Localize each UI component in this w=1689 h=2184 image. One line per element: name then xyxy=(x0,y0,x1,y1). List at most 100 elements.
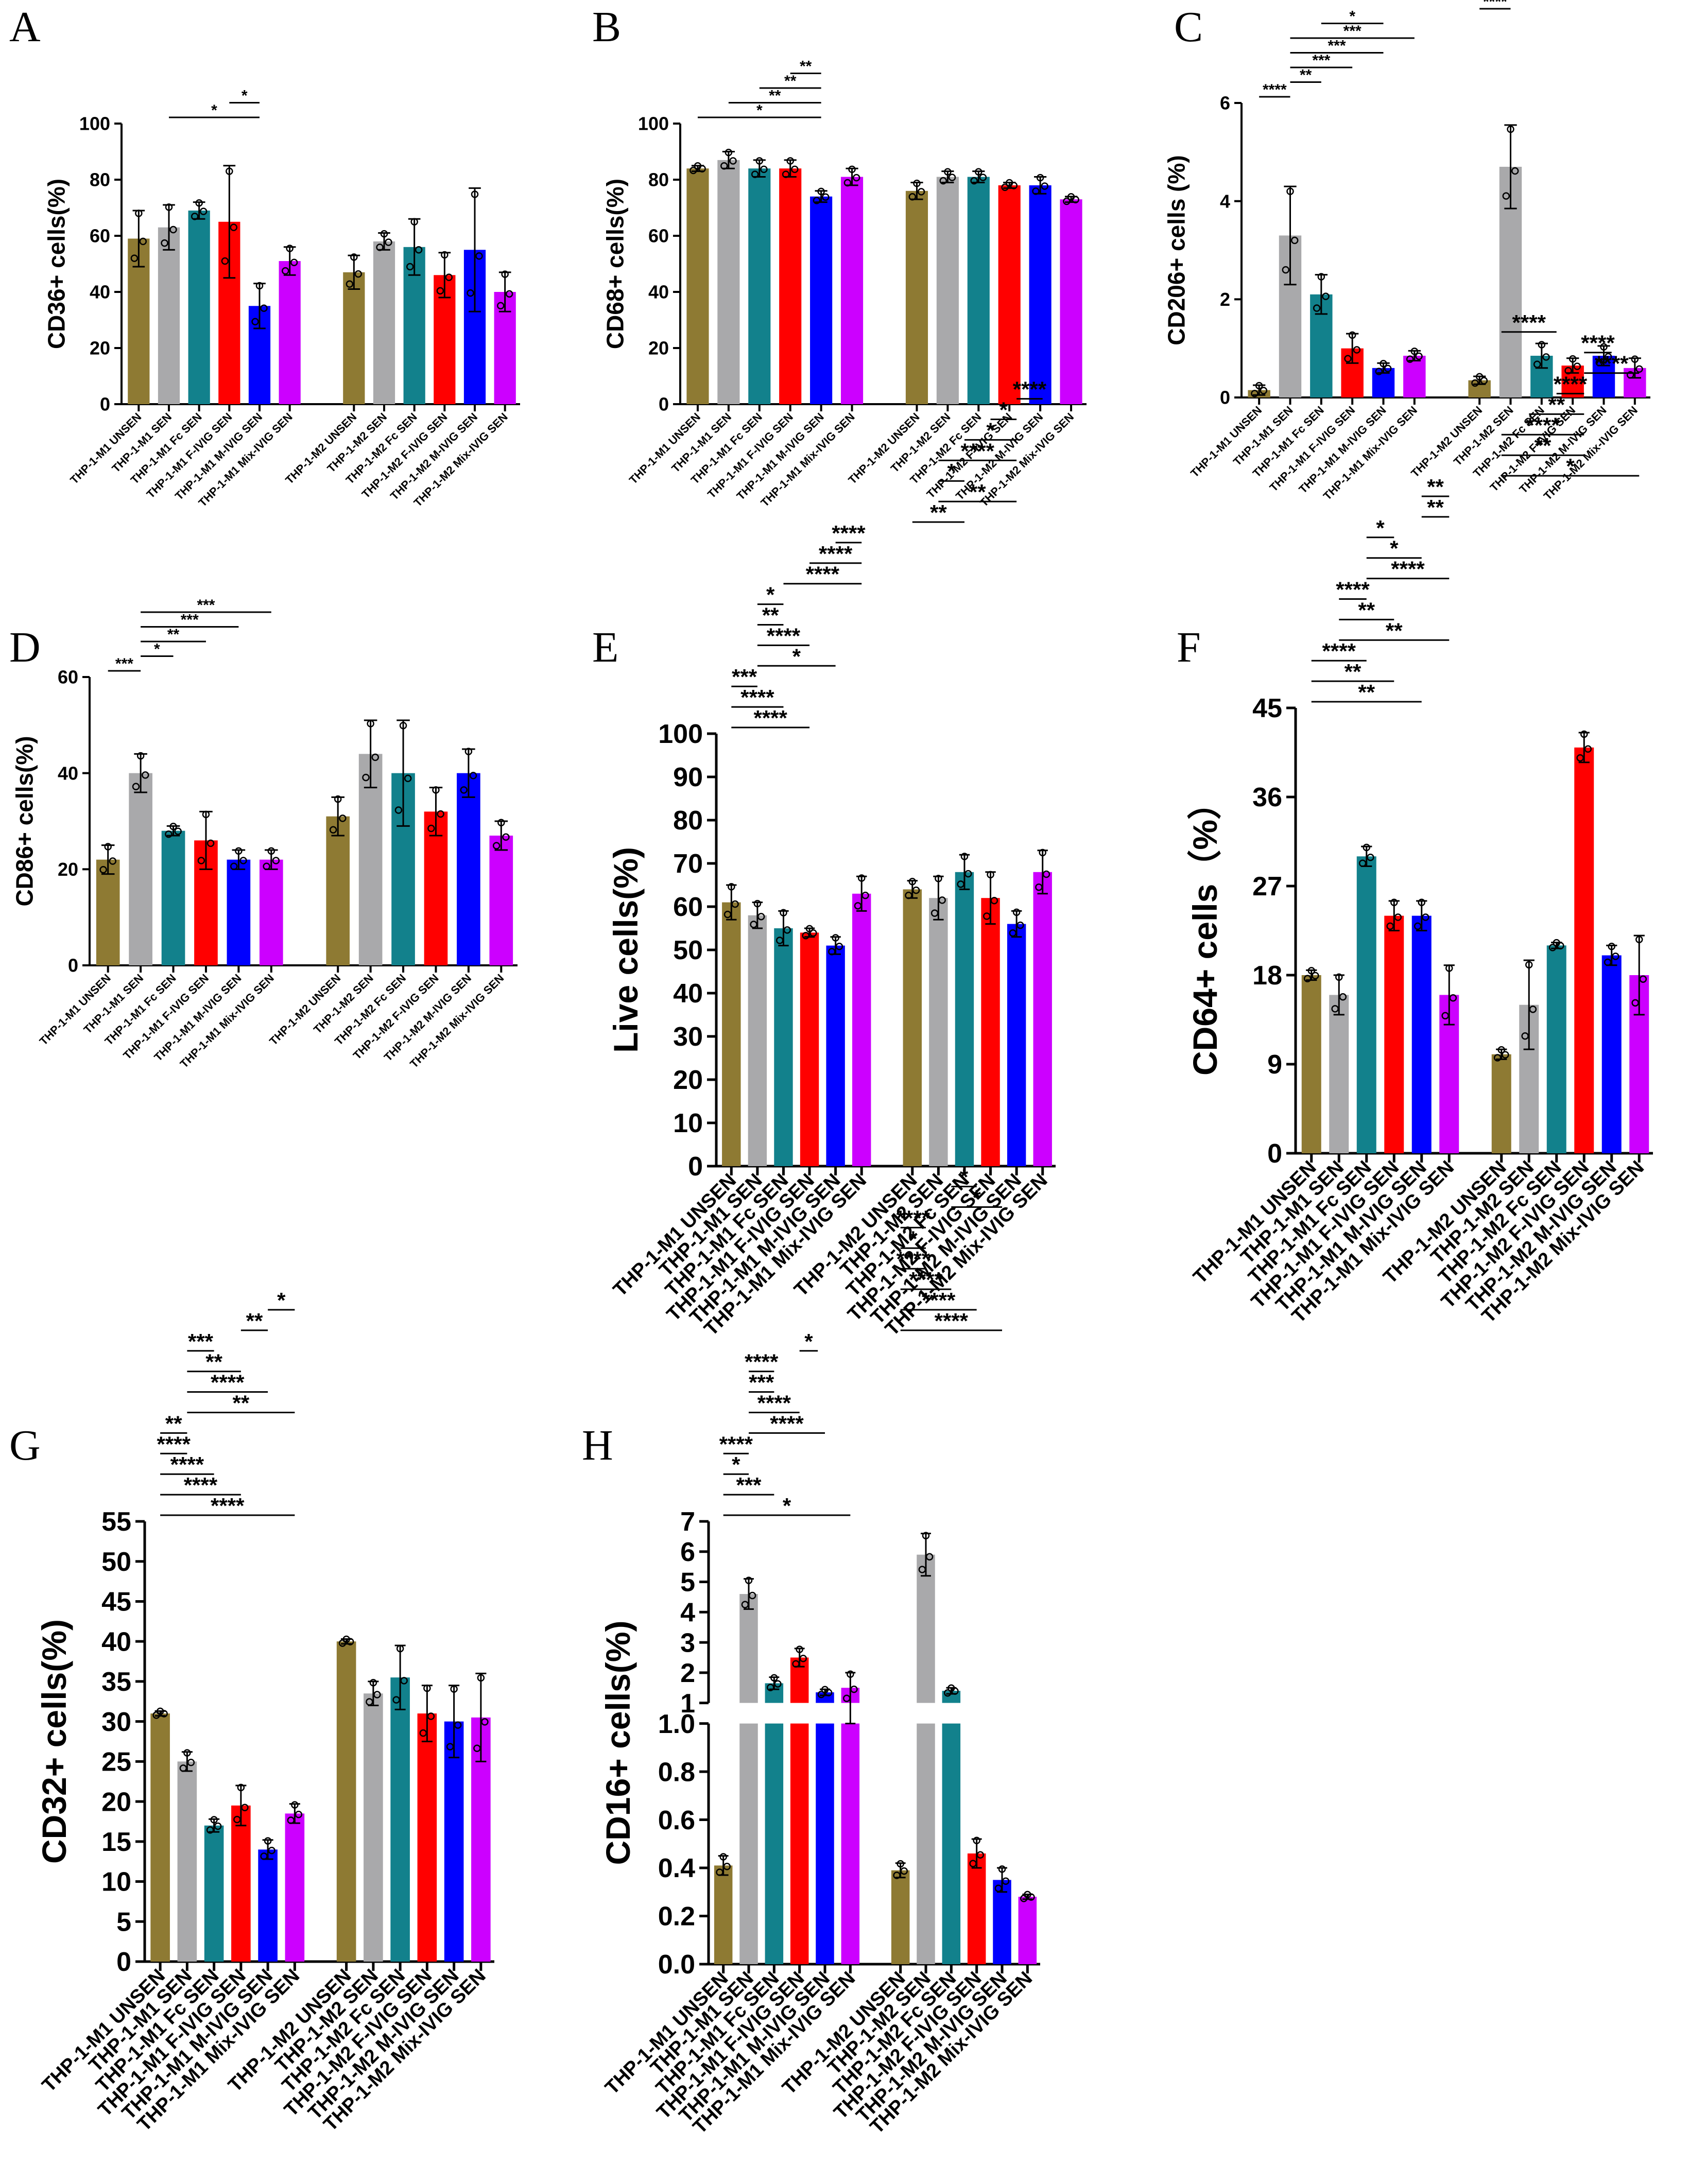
data-point xyxy=(828,948,836,956)
y-tick-label: 15 xyxy=(101,1827,131,1857)
data-point xyxy=(1312,972,1319,980)
significance-label: *** xyxy=(197,597,215,614)
y-tick-label: 50 xyxy=(673,935,703,965)
data-point xyxy=(272,857,280,864)
significance-label: **** xyxy=(1554,372,1588,396)
data-point xyxy=(1493,1054,1502,1062)
bar xyxy=(96,859,120,965)
data-point xyxy=(824,1689,833,1696)
y-tick-label: 0 xyxy=(1220,387,1230,408)
data-point xyxy=(905,891,912,899)
data-point xyxy=(1604,958,1612,966)
data-point xyxy=(1039,848,1046,857)
y-tick-label: 100 xyxy=(79,113,110,134)
y-axis-label: CD206+ cells (%) xyxy=(1163,155,1190,345)
data-point xyxy=(329,826,337,834)
data-point xyxy=(723,1862,731,1870)
bar xyxy=(150,1713,170,1962)
data-point xyxy=(782,170,790,178)
y-tick-label: 0.0 xyxy=(658,1950,695,1980)
data-point xyxy=(264,1837,272,1845)
data-point xyxy=(753,899,762,908)
data-point xyxy=(152,1711,160,1719)
significance-label: * xyxy=(960,1165,969,1189)
bar xyxy=(981,898,1000,1166)
significance-label: **** xyxy=(961,439,995,463)
data-point xyxy=(1363,843,1370,852)
data-point xyxy=(1415,352,1423,360)
significance-label: ** xyxy=(1300,67,1312,84)
data-point xyxy=(698,165,706,172)
data-point xyxy=(427,1712,435,1720)
significance-label: **** xyxy=(1526,413,1560,437)
data-point xyxy=(766,1684,774,1691)
data-point xyxy=(1576,754,1584,762)
data-point xyxy=(1533,360,1541,368)
bar xyxy=(929,898,948,1166)
bar xyxy=(1356,856,1376,1153)
data-point xyxy=(202,810,210,819)
y-tick-label: 0 xyxy=(659,394,669,415)
panel-letter: B xyxy=(592,3,621,51)
data-point xyxy=(842,1694,851,1703)
data-point xyxy=(1380,359,1387,368)
y-tick-label: 0 xyxy=(688,1152,703,1182)
data-point xyxy=(396,1644,404,1653)
data-point xyxy=(1475,373,1484,381)
y-axis-label: Live cells(%) xyxy=(607,847,645,1053)
significance-label: * xyxy=(242,88,248,105)
significance-label: * xyxy=(1349,8,1355,25)
y-axis-label: CD64+ cells（%） xyxy=(1186,786,1224,1076)
y-tick-label: 50 xyxy=(101,1547,131,1577)
bar xyxy=(161,830,185,965)
data-point xyxy=(450,1685,458,1693)
significance-label: **** xyxy=(922,1288,956,1312)
y-tick-label: 0.6 xyxy=(658,1806,695,1835)
data-point xyxy=(1375,368,1383,375)
data-point xyxy=(334,795,342,803)
data-point xyxy=(852,174,860,182)
data-point xyxy=(183,1749,191,1757)
panel-letter: D xyxy=(9,623,41,671)
significance-label: ** xyxy=(246,1309,263,1333)
data-point xyxy=(1529,1006,1537,1013)
data-point xyxy=(471,190,479,198)
data-point xyxy=(1036,174,1044,182)
data-point xyxy=(861,891,869,899)
y-tick-label: 90 xyxy=(673,762,703,792)
data-point xyxy=(975,168,983,176)
data-point xyxy=(473,1744,481,1752)
bar xyxy=(714,1865,733,1964)
y-tick-label: 0 xyxy=(100,394,110,415)
data-point xyxy=(130,254,139,262)
bar xyxy=(891,1870,910,1964)
bar xyxy=(417,1713,437,1962)
data-point xyxy=(346,1638,354,1645)
y-tick-label: 4 xyxy=(680,1598,695,1628)
bar xyxy=(1546,945,1566,1153)
data-point xyxy=(1255,382,1263,390)
data-point xyxy=(415,246,423,254)
data-point xyxy=(142,771,149,779)
data-point xyxy=(362,773,370,782)
significance-label: **** xyxy=(832,521,866,545)
data-point xyxy=(1032,187,1040,195)
y-tick-label: 60 xyxy=(673,892,703,922)
y-tick-label: 6 xyxy=(680,1537,695,1567)
data-point xyxy=(350,253,358,261)
significance-label: *** xyxy=(732,665,757,689)
data-point xyxy=(160,1710,168,1718)
significance-label: **** xyxy=(740,685,774,709)
data-point xyxy=(1335,973,1343,981)
data-point xyxy=(1317,273,1325,281)
data-point xyxy=(1502,192,1510,200)
bar xyxy=(1018,1897,1037,1964)
bar xyxy=(841,1723,860,1964)
data-point xyxy=(1502,1051,1509,1059)
